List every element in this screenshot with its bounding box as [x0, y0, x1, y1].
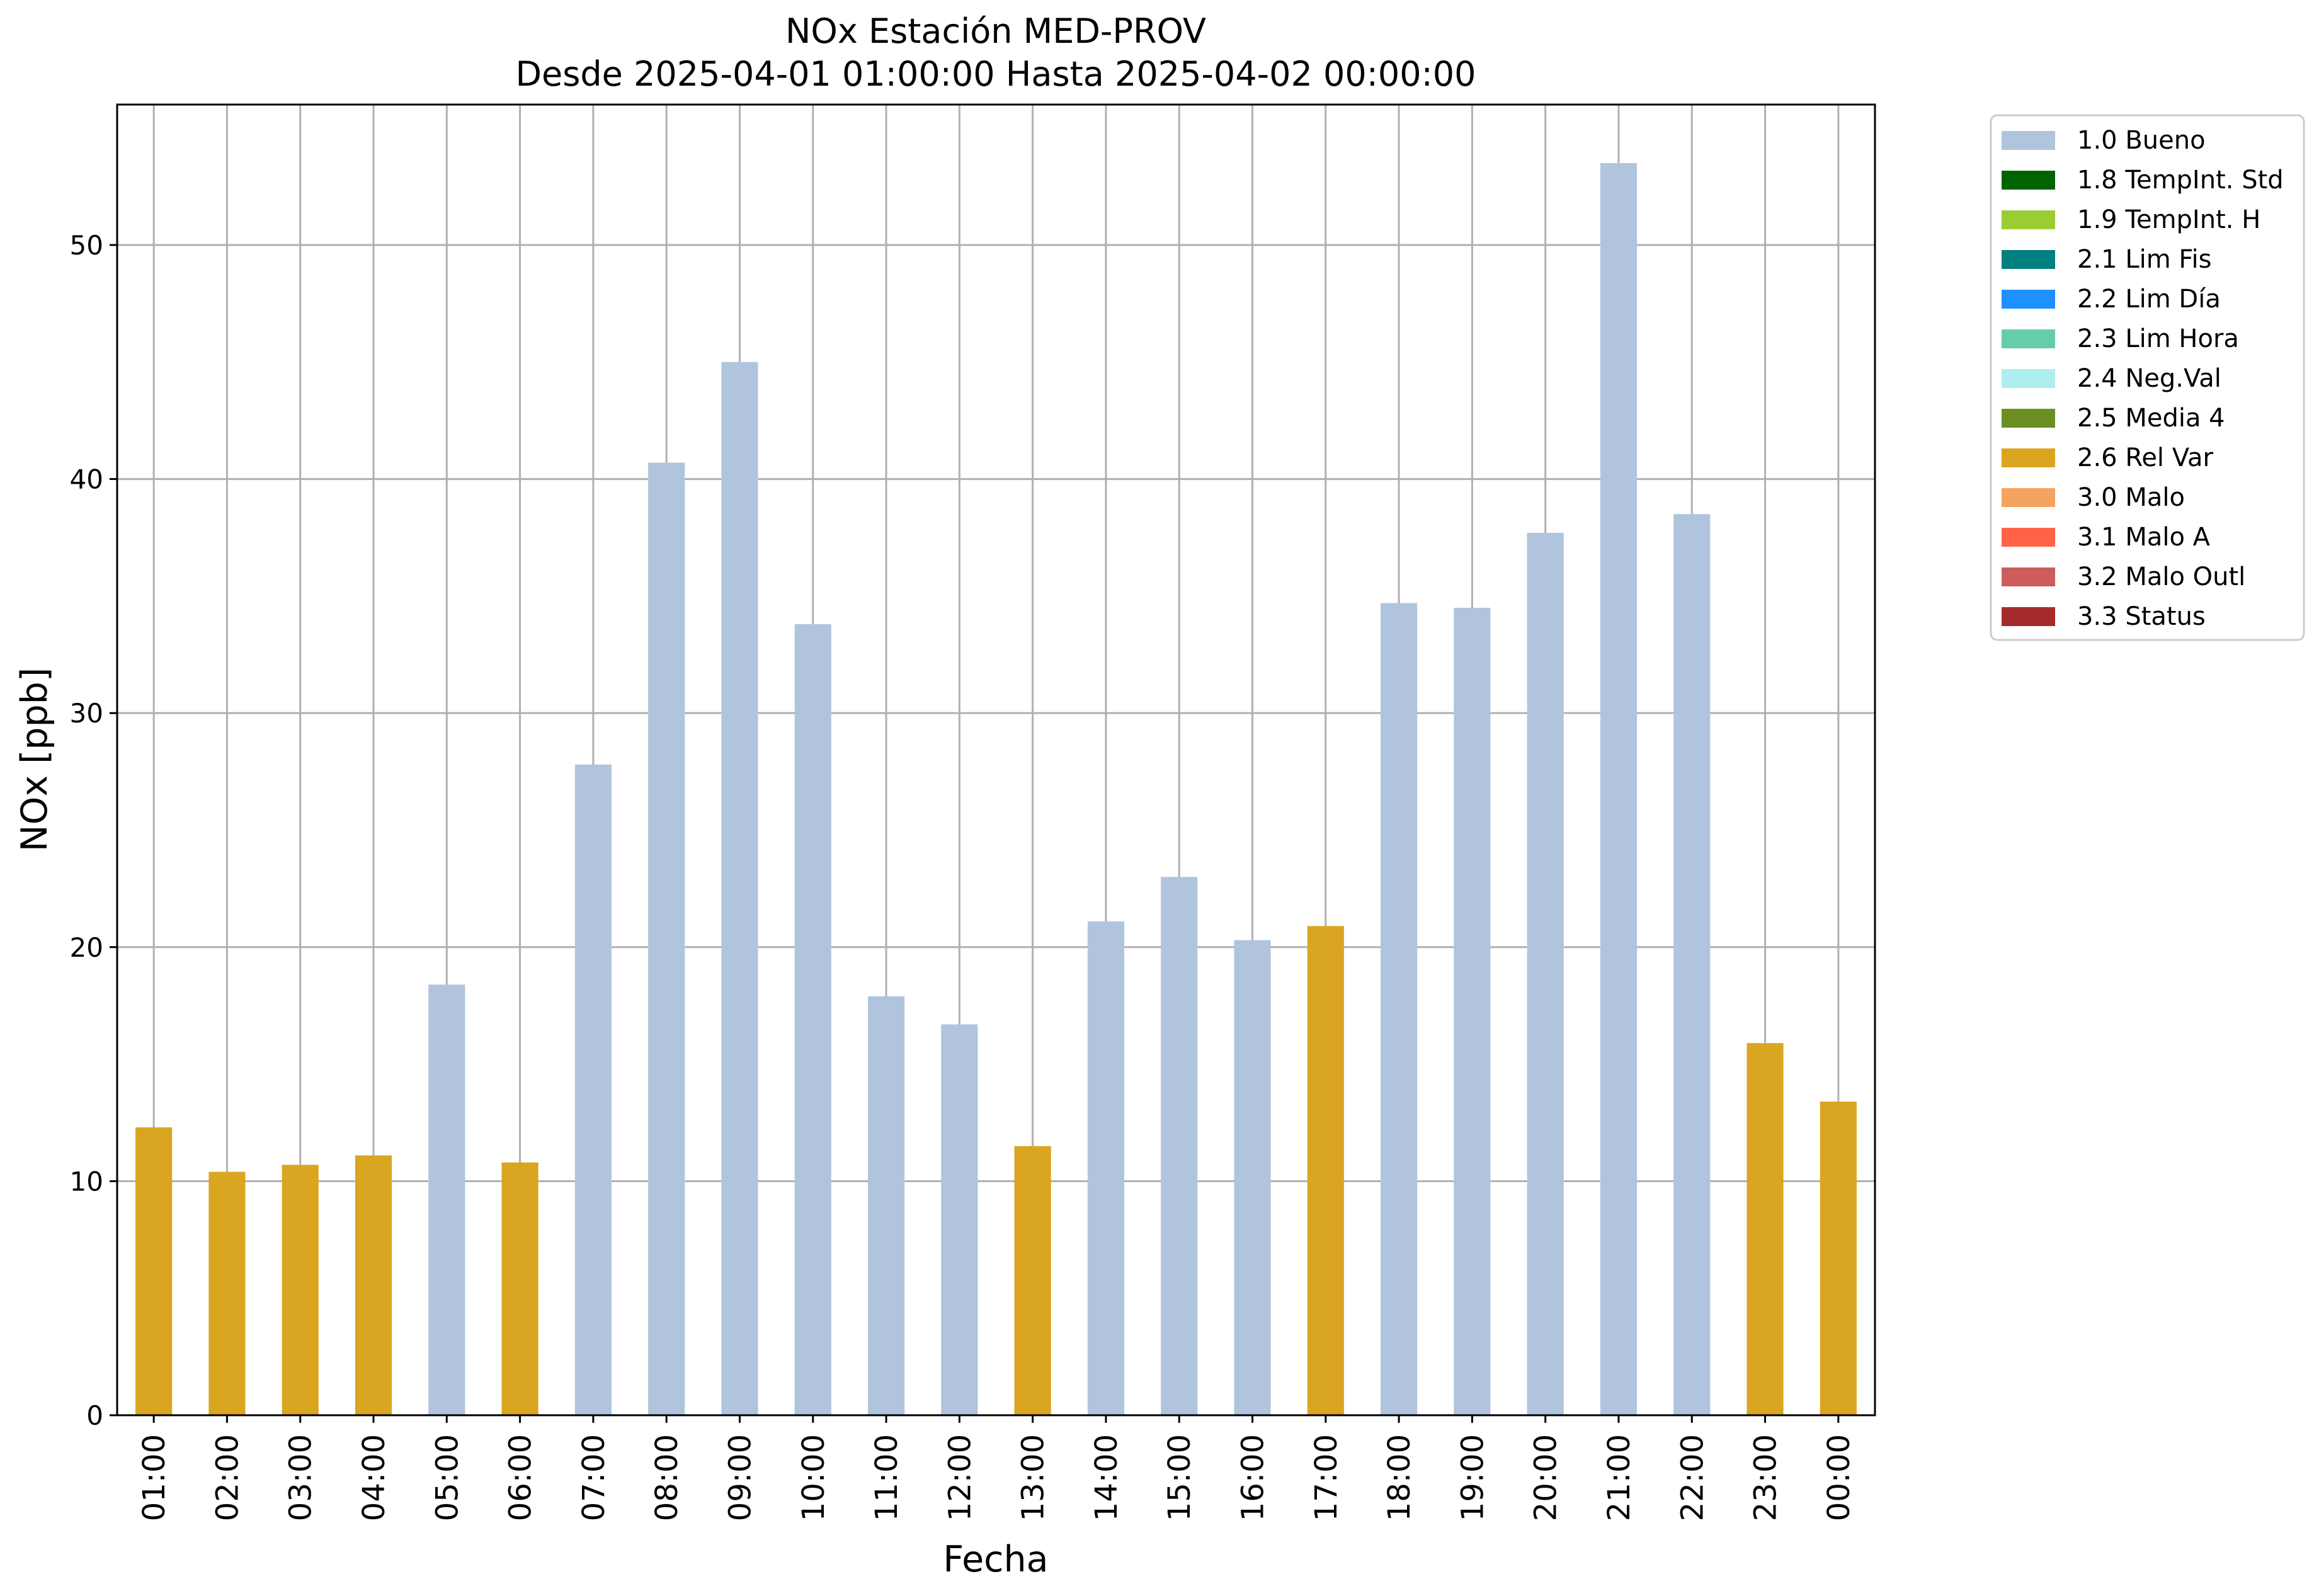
y-tick-label: 30 [70, 698, 103, 729]
x-tick-label: 19:00 [1455, 1434, 1490, 1521]
bar [941, 1024, 978, 1415]
y-tick-label: 40 [70, 464, 103, 495]
x-tick-label: 13:00 [1016, 1434, 1051, 1521]
legend-label: 1.0 Bueno [2077, 126, 2206, 155]
legend: 1.0 Bueno 1.8 TempInt. Std 1.9 TempInt. H 2… [1990, 114, 2305, 641]
legend-swatch [2002, 607, 2055, 626]
y-tick-label: 10 [70, 1166, 103, 1197]
x-tick-label: 23:00 [1748, 1434, 1784, 1521]
legend-frame [1990, 114, 2305, 641]
legend-swatch [2002, 567, 2055, 586]
x-tick-label: 14:00 [1089, 1434, 1124, 1521]
bar [1234, 940, 1271, 1415]
bar [355, 1155, 392, 1415]
legend-swatch [2002, 409, 2055, 428]
bar [1087, 921, 1125, 1415]
x-tick-label: 00:00 [1821, 1434, 1857, 1521]
legend-swatch [2002, 329, 2055, 348]
bar [574, 764, 612, 1415]
legend-label: 3.1 Malo A [2077, 523, 2211, 552]
legend-swatch [2002, 369, 2055, 388]
x-tick-label: 03:00 [283, 1434, 319, 1521]
x-tick-label: 22:00 [1675, 1434, 1710, 1521]
x-tick-label: 16:00 [1236, 1434, 1271, 1521]
x-tick-label: 10:00 [796, 1434, 831, 1521]
bar [1014, 1146, 1051, 1415]
y-tick-label: 0 [86, 1400, 103, 1431]
bar [1161, 877, 1198, 1415]
legend-label: 3.0 Malo [2077, 483, 2185, 512]
y-axis-label: NOx [ppb] [14, 668, 55, 852]
bar [501, 1162, 538, 1415]
bars [135, 162, 1857, 1416]
legend-swatch [2002, 488, 2055, 507]
plot-frame [116, 103, 1876, 1416]
bar [721, 362, 758, 1416]
x-tick-label: 06:00 [503, 1434, 538, 1521]
bar [648, 462, 685, 1416]
x-tick-label: 17:00 [1309, 1434, 1344, 1521]
x-tick-label: 05:00 [430, 1434, 465, 1521]
x-tick-label: 11:00 [869, 1434, 904, 1521]
x-tick-label: 04:00 [356, 1434, 392, 1521]
legend-swatch [2002, 528, 2055, 547]
bar [1746, 1043, 1784, 1415]
bar [1673, 514, 1711, 1415]
legend-label: 2.2 Lim Día [2077, 285, 2221, 314]
x-tick-label: 20:00 [1529, 1434, 1564, 1521]
legend-label: 1.9 TempInt. H [2077, 205, 2260, 234]
legend-label: 3.3 Status [2077, 602, 2206, 631]
bar [1307, 926, 1344, 1415]
legend-swatch [2002, 448, 2055, 467]
y-tick-label: 20 [70, 932, 103, 963]
x-tick-label: 21:00 [1602, 1434, 1637, 1521]
x-tick-label: 02:00 [210, 1434, 245, 1521]
bar [1454, 607, 1491, 1416]
legend-label: 2.1 Lim Fis [2077, 245, 2211, 274]
legend-label: 2.5 Media 4 [2077, 404, 2225, 433]
x-tick-label: 08:00 [649, 1434, 685, 1521]
legend-label: 2.4 Neg.Val [2077, 364, 2221, 393]
chart-subtitle: Desde 2025-04-01 01:00:00 Hasta 2025-04-… [515, 54, 1476, 94]
y-axis: 0 10 20 30 40 50 [70, 230, 117, 1431]
x-tick-label: 01:00 [137, 1434, 172, 1521]
x-axis-label: Fecha [943, 1539, 1048, 1580]
x-tick-label: 15:00 [1162, 1434, 1197, 1521]
chart-title: NOx Estación MED-PROV [785, 11, 1206, 51]
bar [208, 1171, 246, 1415]
bar [867, 996, 905, 1415]
y-tick-label: 50 [70, 230, 103, 261]
bar [794, 624, 831, 1416]
legend-label: 2.3 Lim Hora [2077, 324, 2239, 353]
legend-swatch [2002, 250, 2055, 269]
bar [428, 984, 465, 1415]
x-tick-label: 18:00 [1382, 1434, 1417, 1521]
x-axis: 01:00 02:00 03:00 04:00 05:00 06:00 07:00 08:00… [137, 1415, 1857, 1521]
legend-swatch [2002, 131, 2055, 150]
bar [1381, 603, 1418, 1415]
x-tick-label: 12:00 [942, 1434, 977, 1521]
bar [135, 1127, 173, 1415]
bar [282, 1165, 319, 1415]
legend-swatch [2002, 171, 2055, 190]
x-tick-label: 07:00 [576, 1434, 612, 1521]
bar [1600, 162, 1638, 1415]
legend-swatch [2002, 290, 2055, 309]
legend-swatch [2002, 210, 2055, 229]
legend-label: 2.6 Rel Var [2077, 443, 2214, 472]
bar [1820, 1102, 1857, 1415]
legend-label: 1.8 TempInt. Std [2077, 166, 2284, 195]
legend-label: 3.2 Malo Outl [2077, 562, 2245, 591]
bar [1527, 533, 1564, 1416]
x-tick-label: 09:00 [722, 1434, 758, 1521]
